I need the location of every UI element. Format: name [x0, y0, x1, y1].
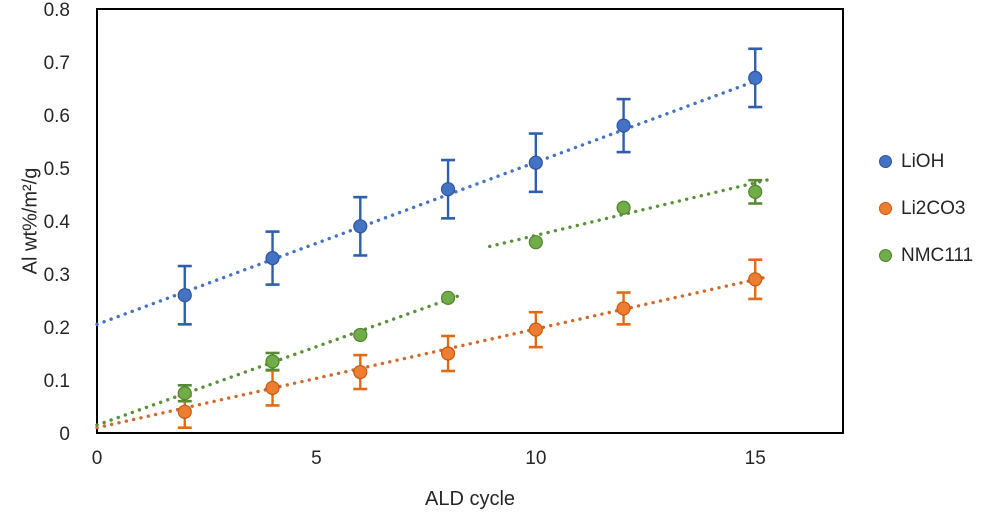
legend-label-li2co3: Li2CO3: [901, 197, 966, 219]
y-tick-label: 0.1: [44, 371, 70, 392]
data-point-lioh: [440, 182, 456, 197]
data-point-nmc111: [616, 200, 631, 215]
legend-marker-nmc111-icon: [879, 249, 892, 262]
x-tick-label: 15: [745, 448, 766, 469]
data-point-lioh: [353, 219, 368, 234]
y-tick-label: 0.7: [44, 53, 70, 74]
data-point-nmc111: [748, 184, 763, 199]
legend-item-lioh: LiOH: [879, 138, 973, 185]
y-tick-label: 0.4: [44, 212, 71, 233]
data-point-lioh: [177, 288, 192, 303]
data-point-li2co3: [440, 346, 456, 361]
data-point-li2co3: [748, 272, 763, 287]
legend-label-lioh: LiOH: [901, 150, 945, 172]
trendline-nmc111: [95, 292, 466, 427]
legend-label-nmc111: NMC111: [901, 244, 974, 266]
legend-marker-li2co3-icon: [879, 202, 892, 215]
x-axis-title: ALD cycle: [424, 488, 516, 510]
y-tick-label: 0.2: [44, 318, 70, 339]
data-point-nmc111: [265, 354, 280, 369]
y-tick-label: 0.5: [44, 159, 70, 180]
data-point-nmc111: [353, 327, 368, 343]
data-point-lioh: [748, 70, 763, 86]
legend-item-nmc111: NMC111: [879, 232, 973, 279]
legend: LiOH Li2CO3 NMC111: [879, 138, 973, 279]
data-point-nmc111: [177, 386, 192, 401]
data-point-li2co3: [528, 322, 543, 337]
y-tick-label: 0.6: [44, 106, 70, 127]
y-tick-label: 0: [59, 424, 70, 445]
plot-border: [96, 8, 844, 434]
trendline-nmc111: [488, 177, 771, 249]
trendline-lioh: [95, 76, 766, 327]
legend-item-li2co3: Li2CO3: [879, 185, 973, 232]
data-point-li2co3: [616, 301, 631, 316]
x-tick-label: 10: [525, 448, 546, 469]
data-point-li2co3: [353, 364, 368, 380]
legend-marker-lioh-icon: [879, 155, 892, 168]
y-tick-label: 0.8: [44, 0, 70, 21]
data-point-li2co3: [177, 404, 192, 419]
y-tick-label: 0.3: [44, 265, 70, 286]
data-point-lioh: [265, 251, 280, 266]
data-point-li2co3: [265, 380, 280, 396]
data-point-nmc111: [528, 235, 543, 250]
y-axis-title: Al wt%/m²/g: [19, 167, 42, 275]
data-point-nmc111: [440, 290, 456, 305]
trendline-li2co3: [95, 274, 771, 430]
data-point-lioh: [528, 155, 543, 170]
x-tick-label: 5: [311, 448, 322, 469]
data-point-lioh: [616, 118, 631, 133]
x-tick-label: 0: [92, 448, 103, 469]
